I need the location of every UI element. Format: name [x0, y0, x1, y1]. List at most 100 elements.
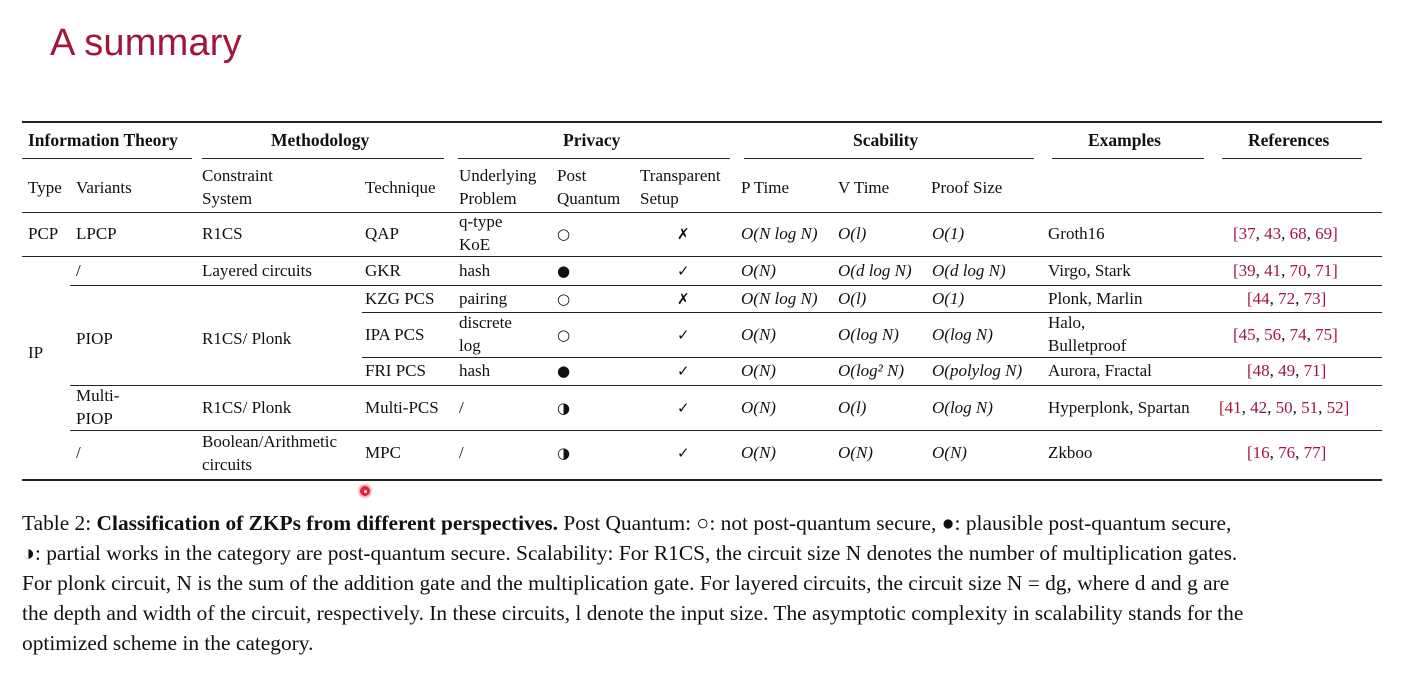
examples-cell: Groth16 [1048, 224, 1105, 243]
citation-link[interactable]: 77 [1303, 443, 1321, 462]
caption-line: Table 2: Classification of ZKPs from dif… [22, 508, 1394, 538]
examples-cell: Halo, [1048, 313, 1086, 332]
proof-size-cell: O(polylog N) [932, 361, 1023, 380]
subheader-type: Type [28, 178, 62, 197]
group-underline-info [22, 158, 192, 159]
v-time-cell: O(l) [838, 398, 867, 417]
citation-link[interactable]: 45 [1238, 325, 1256, 344]
citation-link[interactable]: 71 [1303, 361, 1321, 380]
citation-link[interactable]: 72 [1278, 289, 1296, 308]
type-cell: PCP [28, 224, 59, 243]
variant-cell: / [76, 261, 81, 280]
subheader-variants: Variants [76, 178, 132, 197]
proof-size-cell: O(N) [932, 443, 967, 462]
examples-cell: Aurora, Fractal [1048, 361, 1152, 380]
constraint-cell: circuits [202, 455, 253, 474]
citation-link[interactable]: 75 [1315, 325, 1333, 344]
caption-line: optimized scheme in the category. [22, 631, 314, 655]
citation-link[interactable]: 41 [1264, 261, 1282, 280]
variant-cell: PIOP [76, 329, 113, 348]
cross-icon: ✗ [677, 225, 690, 243]
constraint-cell: R1CS/ Plonk [202, 398, 292, 417]
variant-cell: PIOP [76, 409, 113, 428]
citation-link[interactable]: 70 [1289, 261, 1307, 280]
citation-link[interactable]: 74 [1289, 325, 1307, 344]
variant-cell: Multi- [76, 386, 120, 405]
citation-link[interactable]: 76 [1278, 443, 1296, 462]
problem-cell: hash [459, 261, 491, 280]
citation-link[interactable]: 73 [1303, 289, 1321, 308]
technique-cell: GKR [365, 261, 401, 280]
header-information-theory: Information Theory [28, 130, 178, 150]
proof-size-cell: O(1) [932, 289, 965, 308]
row-rule [70, 430, 1382, 431]
group-underline-references [1222, 158, 1362, 159]
citation-link[interactable]: 69 [1315, 224, 1333, 243]
examples-cell: Hyperplonk, Spartan [1048, 398, 1190, 417]
proof-size-cell: O(log N) [932, 398, 993, 417]
subheader-underlying-problem: Underlying [459, 166, 537, 185]
problem-cell: pairing [459, 289, 508, 308]
technique-cell: QAP [365, 224, 400, 243]
references-cell: [44, 72, 73] [1247, 289, 1327, 308]
problem-cell: / [459, 443, 464, 462]
subheader-technique: Technique [365, 178, 436, 197]
v-time-cell: O(d log N) [838, 261, 912, 280]
citation-link[interactable]: 71 [1315, 261, 1333, 280]
citation-link[interactable]: 52 [1326, 398, 1344, 417]
examples-cell: Zkboo [1048, 443, 1093, 462]
citation-link[interactable]: 41 [1224, 398, 1242, 417]
row-rule [362, 357, 1382, 358]
v-time-cell: O(log N) [838, 325, 899, 344]
subheader-post-quantum: Quantum [557, 189, 621, 208]
header-privacy: Privacy [563, 130, 621, 150]
citation-link[interactable]: 68 [1289, 224, 1307, 243]
references-cell: [39, 41, 70, 71] [1233, 261, 1338, 280]
problem-cell: hash [459, 361, 491, 380]
citation-link[interactable]: 49 [1278, 361, 1296, 380]
subheader-v-time: V Time [838, 178, 890, 197]
constraint-cell: Boolean/Arithmetic [202, 432, 338, 451]
references-cell: [16, 76, 77] [1247, 443, 1327, 462]
citation-link[interactable]: 37 [1238, 224, 1256, 243]
p-time-cell: O(N) [741, 398, 776, 417]
subheader-transparent-setup: Setup [640, 189, 679, 208]
not-pq-secure-icon: ○ [557, 225, 571, 243]
technique-cell: Multi-PCS [365, 398, 439, 417]
subheader-p-time: P Time [741, 178, 790, 197]
subheader-constraint-system: Constraint [202, 166, 273, 185]
citation-link[interactable]: 16 [1252, 443, 1270, 462]
group-underline-privacy [458, 158, 730, 159]
table-caption: Table 2: Classification of ZKPs from dif… [22, 508, 1394, 658]
citation-link[interactable]: 56 [1264, 325, 1282, 344]
citation-link[interactable]: 48 [1252, 361, 1270, 380]
header-bottom-rule [22, 212, 1382, 213]
table-top-rule [22, 121, 1382, 123]
caption-line: For plonk circuit, N is the sum of the a… [22, 571, 1230, 595]
citation-link[interactable]: 51 [1301, 398, 1319, 417]
technique-cell: MPC [365, 443, 401, 462]
examples-cell: Virgo, Stark [1048, 261, 1131, 280]
technique-cell: KZG PCS [365, 289, 435, 308]
citation-link[interactable]: 43 [1264, 224, 1282, 243]
citation-link[interactable]: 39 [1238, 261, 1256, 280]
constraint-cell: Layered circuits [202, 261, 312, 280]
subheader-transparent-setup: Transparent [640, 166, 721, 185]
problem-cell: q-type [459, 212, 503, 231]
cross-icon: ✗ [677, 290, 690, 308]
pq-secure-icon: ● [557, 362, 571, 380]
caption-bold: Classification of ZKPs from different pe… [96, 511, 558, 535]
caption-text: Post Quantum: ○: not post-quantum secure… [563, 511, 1232, 535]
header-references: References [1248, 130, 1330, 150]
citation-link[interactable]: 42 [1250, 398, 1268, 417]
caption-line: the depth and width of the circuit, resp… [22, 601, 1244, 625]
group-underline-scalability [744, 158, 1034, 159]
problem-cell: discrete [459, 313, 512, 332]
citation-link[interactable]: 44 [1252, 289, 1270, 308]
check-icon: ✓ [677, 262, 690, 280]
cursor-dot-icon [360, 486, 370, 496]
p-time-cell: O(N log N) [741, 224, 818, 243]
subheader-constraint-system: System [202, 189, 253, 208]
citation-link[interactable]: 50 [1275, 398, 1293, 417]
v-time-cell: O(l) [838, 224, 867, 243]
